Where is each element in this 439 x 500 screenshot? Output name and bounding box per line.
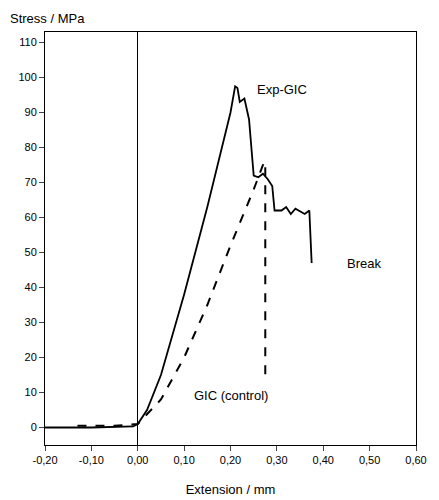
svg-text:Stress / MPa: Stress / MPa bbox=[10, 11, 85, 26]
svg-text:40: 40 bbox=[25, 281, 37, 293]
svg-text:0,50: 0,50 bbox=[359, 454, 380, 466]
svg-text:0,10: 0,10 bbox=[173, 454, 194, 466]
svg-text:90: 90 bbox=[25, 106, 37, 118]
svg-text:60: 60 bbox=[25, 211, 37, 223]
svg-text:-0,10: -0,10 bbox=[79, 454, 104, 466]
svg-text:110: 110 bbox=[19, 36, 37, 48]
svg-text:80: 80 bbox=[25, 141, 37, 153]
svg-text:Exp-GIC: Exp-GIC bbox=[257, 82, 307, 97]
svg-text:20: 20 bbox=[25, 351, 37, 363]
svg-text:0: 0 bbox=[31, 421, 37, 433]
svg-text:0,30: 0,30 bbox=[266, 454, 287, 466]
svg-text:50: 50 bbox=[25, 246, 37, 258]
svg-text:0,20: 0,20 bbox=[220, 454, 241, 466]
svg-text:30: 30 bbox=[25, 316, 37, 328]
svg-text:0,40: 0,40 bbox=[313, 454, 334, 466]
svg-text:GIC (control): GIC (control) bbox=[194, 388, 268, 403]
svg-text:70: 70 bbox=[25, 176, 37, 188]
svg-text:0,60: 0,60 bbox=[405, 454, 426, 466]
svg-text:10: 10 bbox=[25, 386, 37, 398]
svg-text:100: 100 bbox=[18, 71, 36, 83]
svg-text:Extension / mm: Extension / mm bbox=[186, 482, 276, 497]
svg-text:-0,20: -0,20 bbox=[32, 454, 57, 466]
svg-text:0,00: 0,00 bbox=[127, 454, 148, 466]
svg-text:Break: Break bbox=[347, 256, 381, 271]
